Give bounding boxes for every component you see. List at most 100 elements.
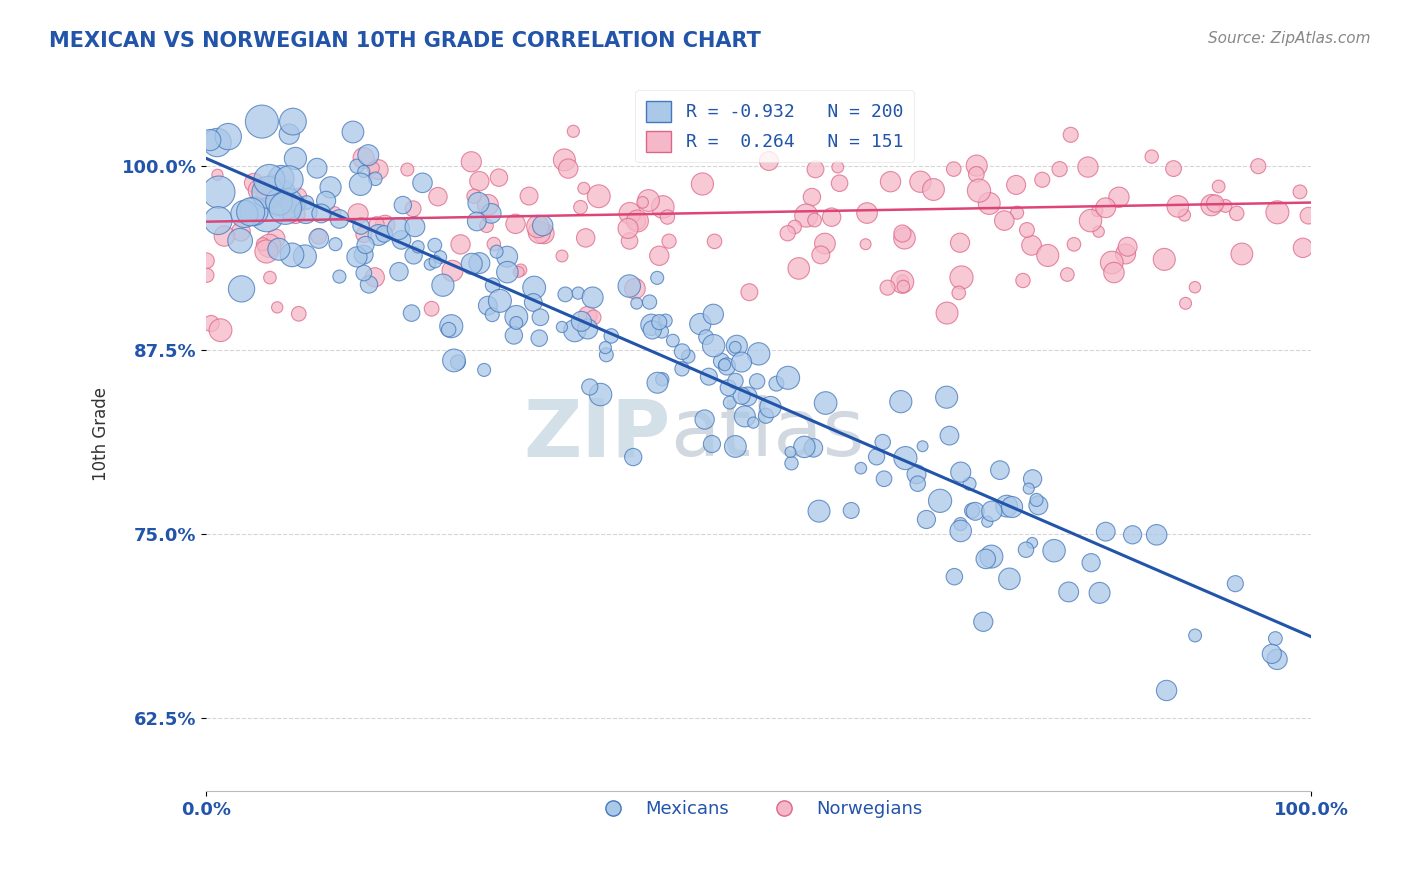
Point: [264, 231, 287, 245]
Point: [724, 440, 747, 454]
Point: [1088, 586, 1111, 600]
Point: [776, 226, 799, 240]
Point: [738, 285, 761, 300]
Point: [347, 207, 370, 221]
Point: [200, 317, 222, 331]
Point: [263, 186, 285, 200]
Point: [779, 445, 801, 459]
Point: [479, 206, 502, 220]
Point: [214, 229, 236, 244]
Point: [319, 180, 342, 194]
Point: [942, 162, 965, 177]
Point: [280, 197, 302, 211]
Point: [640, 318, 662, 332]
Point: [748, 347, 770, 361]
Point: [671, 344, 693, 359]
Point: [508, 265, 530, 279]
Point: [828, 176, 851, 190]
Point: [1226, 206, 1249, 220]
Point: [1247, 159, 1270, 173]
Point: [287, 307, 309, 321]
Point: [252, 237, 274, 252]
Point: [229, 234, 252, 248]
Point: [328, 211, 350, 226]
Point: [626, 296, 648, 310]
Point: [270, 171, 292, 186]
Point: [839, 503, 862, 517]
Point: [569, 314, 592, 328]
Point: [765, 376, 787, 391]
Point: [353, 227, 375, 242]
Text: atlas: atlas: [671, 395, 865, 474]
Point: [489, 293, 512, 308]
Point: [1146, 528, 1168, 542]
Point: [420, 301, 443, 316]
Point: [697, 369, 720, 384]
Point: [976, 515, 998, 529]
Point: [582, 291, 605, 305]
Point: [972, 615, 994, 629]
Point: [367, 162, 389, 177]
Point: [477, 198, 499, 212]
Point: [423, 238, 446, 252]
Point: [865, 450, 887, 464]
Point: [576, 322, 599, 336]
Point: [551, 249, 574, 263]
Point: [259, 270, 281, 285]
Point: [641, 323, 664, 337]
Point: [855, 237, 877, 252]
Point: [294, 249, 316, 263]
Point: [323, 205, 346, 219]
Point: [724, 374, 747, 388]
Point: [922, 182, 945, 196]
Point: [357, 148, 380, 162]
Point: [879, 175, 901, 189]
Point: [1036, 248, 1059, 262]
Point: [1115, 247, 1137, 261]
Point: [1184, 280, 1206, 294]
Point: [702, 307, 724, 321]
Point: [1031, 173, 1053, 187]
Point: [529, 310, 551, 325]
Point: [1108, 190, 1130, 204]
Point: [626, 214, 648, 228]
Point: [505, 310, 527, 324]
Point: [1208, 179, 1230, 194]
Point: [243, 204, 266, 219]
Point: [907, 476, 929, 491]
Point: [509, 263, 531, 277]
Point: [1063, 237, 1085, 252]
Point: [936, 306, 959, 320]
Point: [783, 219, 806, 234]
Point: [980, 549, 1002, 564]
Point: [703, 339, 725, 353]
Point: [209, 323, 232, 337]
Point: [1289, 185, 1312, 199]
Point: [911, 439, 934, 453]
Point: [440, 319, 463, 334]
Point: [364, 171, 387, 186]
Point: [526, 219, 548, 234]
Point: [229, 225, 252, 239]
Point: [260, 178, 283, 192]
Point: [1153, 252, 1175, 267]
Point: [658, 234, 681, 248]
Point: [217, 129, 239, 144]
Point: [856, 206, 879, 220]
Point: [294, 205, 316, 219]
Point: [1265, 652, 1288, 666]
Point: [1005, 178, 1028, 192]
Point: [288, 189, 311, 203]
Point: [1021, 238, 1043, 252]
Point: [553, 153, 575, 167]
Point: [959, 476, 981, 491]
Point: [195, 253, 218, 268]
Point: [551, 320, 574, 334]
Point: [589, 387, 612, 401]
Point: [406, 240, 429, 254]
Point: [966, 159, 988, 173]
Point: [872, 435, 894, 450]
Point: [496, 265, 519, 279]
Point: [349, 178, 371, 192]
Point: [481, 278, 503, 293]
